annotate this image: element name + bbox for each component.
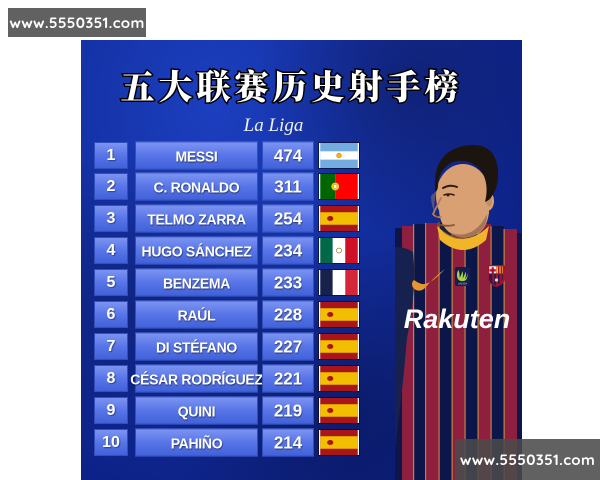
svg-text:LALIGA: LALIGA bbox=[458, 281, 467, 285]
svg-text:Rakuten: Rakuten bbox=[404, 304, 511, 334]
